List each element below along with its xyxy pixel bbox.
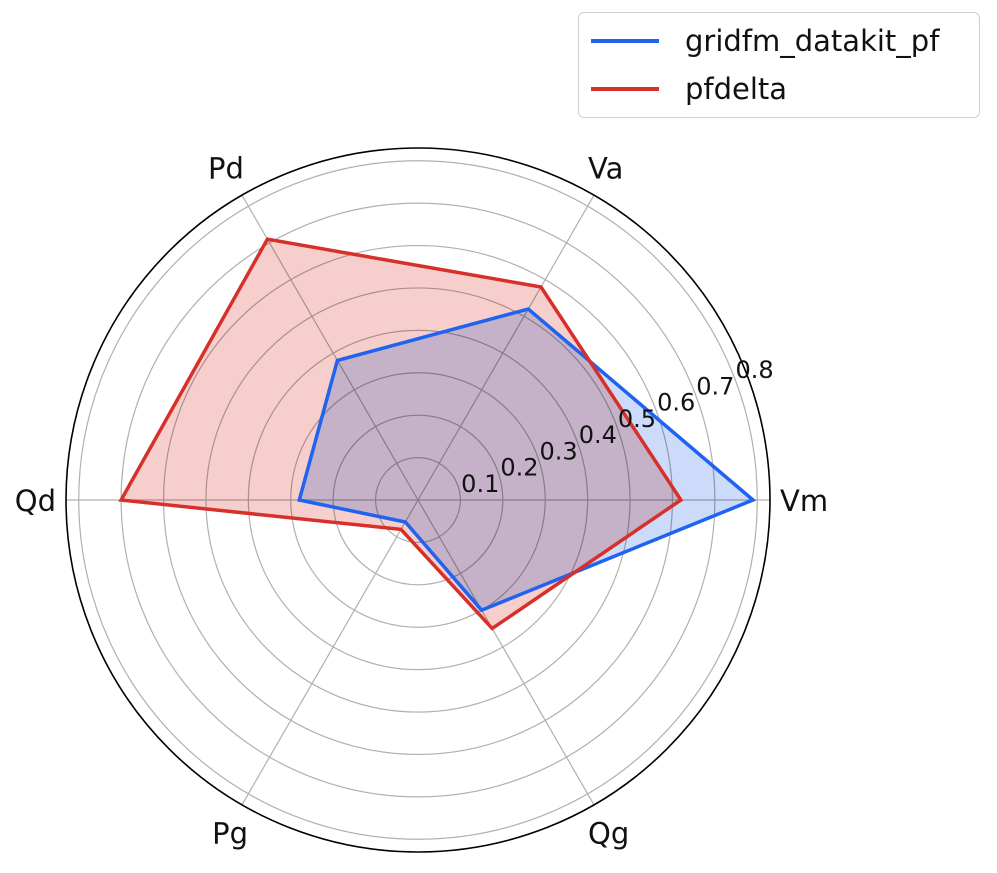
category-label-qg: Qg [588, 817, 629, 851]
radial-tick-label: 0.8 [735, 356, 773, 384]
radial-tick-label: 0.4 [579, 421, 617, 449]
polar-frame [65, 147, 771, 853]
legend-label-2: pfdelta [685, 72, 788, 106]
legend-label-1: gridfm_datakit_pf [685, 24, 940, 58]
grid-spoke [241, 499, 419, 806]
category-label-qd: Qd [15, 484, 56, 518]
radial-tick-label: 0.7 [696, 372, 734, 400]
legend-item-1: gridfm_datakit_pf [591, 21, 939, 61]
series-line-1 [297, 307, 757, 613]
radial-tick-label: 0.6 [657, 389, 695, 417]
category-label-pd: Pd [208, 151, 244, 185]
legend-item-2: pfdelta [591, 69, 787, 109]
radial-tick-label: 0.3 [540, 437, 578, 465]
radar-series [118, 237, 757, 631]
legend-swatch-1 [591, 39, 659, 43]
legend-swatch-2 [591, 87, 659, 91]
radar-labels: 0.10.20.30.40.50.60.70.8 Vm Va Pd Qd Pg Qg [15, 151, 828, 850]
legend: gridfm_datakit_pf pfdelta [578, 12, 980, 118]
radial-tick-label: 0.5 [618, 405, 656, 433]
category-label-vm: Vm [780, 484, 828, 518]
series-line-2 [118, 237, 684, 631]
series-fill-2 [121, 239, 681, 629]
category-label-va: Va [588, 151, 623, 185]
radial-tick-label: 0.1 [461, 470, 499, 498]
category-label-pg: Pg [212, 817, 248, 851]
radial-tick-label: 0.2 [500, 454, 538, 482]
